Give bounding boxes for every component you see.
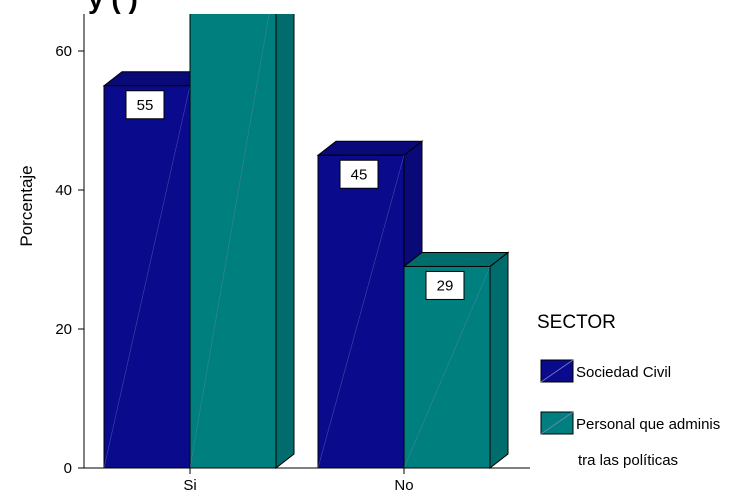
legend-title: SECTOR: [537, 312, 616, 333]
bar-sheen: [403, 266, 491, 469]
x-tick-label-si: Si: [183, 477, 196, 494]
chart-title: y ( ): [88, 0, 138, 14]
bar-side: [489, 251, 509, 470]
y-axis-title: Porcentaje: [17, 165, 36, 246]
bar-front: [189, 14, 277, 469]
legend-swatch-sheen: [540, 411, 574, 435]
data-label: 55: [125, 90, 165, 120]
data-label: 29: [425, 270, 465, 300]
bar-1-1: [402, 251, 510, 470]
data-label: 45: [339, 159, 379, 189]
legend: SECTOR Sociedad Civil Personal que adminis…: [537, 312, 720, 469]
legend-item-0: Sociedad Civil: [540, 359, 671, 383]
bar-top: [402, 251, 510, 267]
data-label-box: [339, 159, 379, 189]
legend-item-1: Personal que adminis tra las políticas: [540, 411, 720, 469]
bars: [102, 14, 510, 470]
bar-top: [316, 140, 424, 156]
x-axis: Si No: [84, 467, 530, 494]
legend-label: Personal que adminis: [576, 416, 720, 433]
bar-sheen: [189, 14, 270, 469]
x-tick-label-no: No: [394, 477, 413, 494]
y-tick-label: 40: [55, 182, 72, 199]
bar-sheen: [317, 155, 405, 469]
y-axis: 0 20 40 60: [55, 14, 85, 477]
data-label-box: [125, 90, 165, 120]
data-label-text: 29: [437, 277, 454, 294]
data-labels: 55 45 29: [125, 90, 465, 300]
legend-label: Sociedad Civil: [576, 364, 671, 381]
y-tick-label: 0: [64, 460, 72, 477]
legend-swatch-sheen: [540, 359, 574, 383]
bar-1-0: [189, 14, 295, 470]
y-tick-label: 60: [55, 43, 72, 60]
legend-label: tra las políticas: [578, 452, 678, 469]
data-label-text: 55: [137, 97, 154, 114]
bar-sheen: [103, 85, 191, 469]
bar-side: [275, 14, 295, 470]
y-tick-label: 20: [55, 321, 72, 338]
data-label-text: 45: [351, 166, 368, 183]
data-label-box: [425, 270, 465, 300]
